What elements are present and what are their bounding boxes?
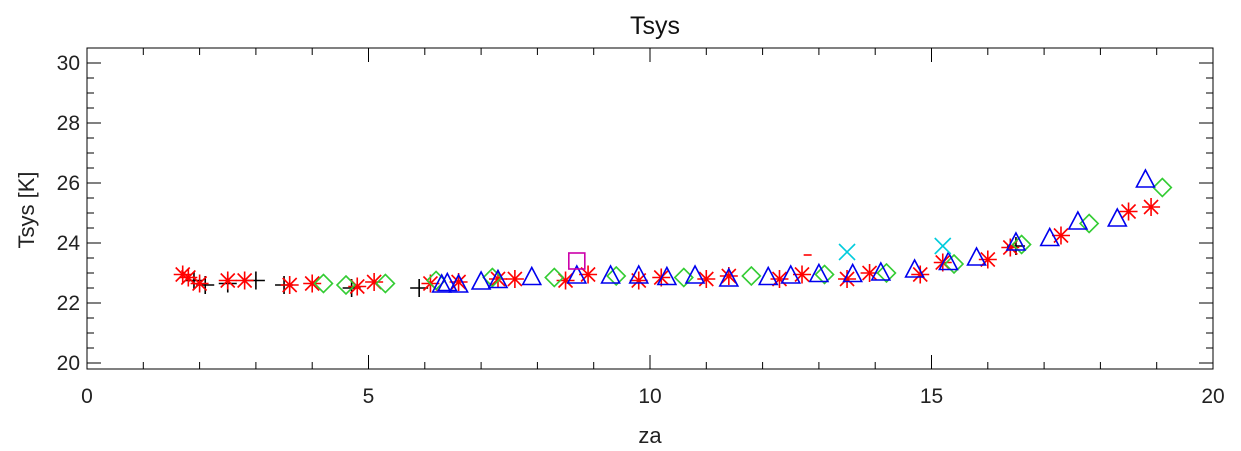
data-point-asterisk (630, 272, 648, 290)
x-axis-title: za (638, 423, 662, 448)
x-tick-label: 0 (81, 385, 93, 408)
data-point-x (935, 238, 951, 254)
data-point-asterisk (697, 270, 715, 288)
data-point-triangle (523, 268, 541, 285)
data-point-asterisk (219, 272, 237, 290)
y-axis-title: Tsys [K] (14, 171, 39, 248)
data-point-asterisk (1052, 227, 1070, 245)
x-tick-label: 20 (1201, 385, 1224, 408)
data-point-asterisk (191, 275, 209, 293)
data-point-asterisk (838, 270, 856, 288)
data-point-asterisk (1142, 198, 1160, 216)
y-tick-label: 22 (57, 292, 80, 315)
y-tick-label: 30 (57, 52, 80, 75)
x-tick-label: 15 (920, 385, 943, 408)
data-point-diamond (545, 269, 563, 287)
data-point-asterisk (911, 266, 929, 284)
chart-title: Tsys (630, 12, 680, 40)
data-point-asterisk (281, 276, 299, 294)
y-tick-label: 26 (57, 172, 80, 195)
y-tick-label: 20 (57, 352, 80, 375)
x-tick-label: 10 (638, 385, 661, 408)
data-point-triangle (968, 248, 986, 265)
data-point-asterisk (303, 275, 321, 293)
data-point-x (839, 244, 855, 260)
data-point-asterisk (236, 272, 254, 290)
data-point-triangle (759, 268, 777, 285)
data-point-asterisk (506, 270, 524, 288)
x-tick-label: 5 (363, 385, 375, 408)
data-point-diamond (742, 267, 760, 285)
plot-frame (87, 48, 1213, 369)
data-markers (174, 170, 1172, 297)
y-tick-label: 24 (57, 232, 81, 255)
y-tick-label: 28 (57, 112, 80, 135)
data-point-diamond (1153, 179, 1171, 197)
data-point-triangle (1136, 170, 1154, 187)
axis-ticks (87, 48, 1213, 369)
